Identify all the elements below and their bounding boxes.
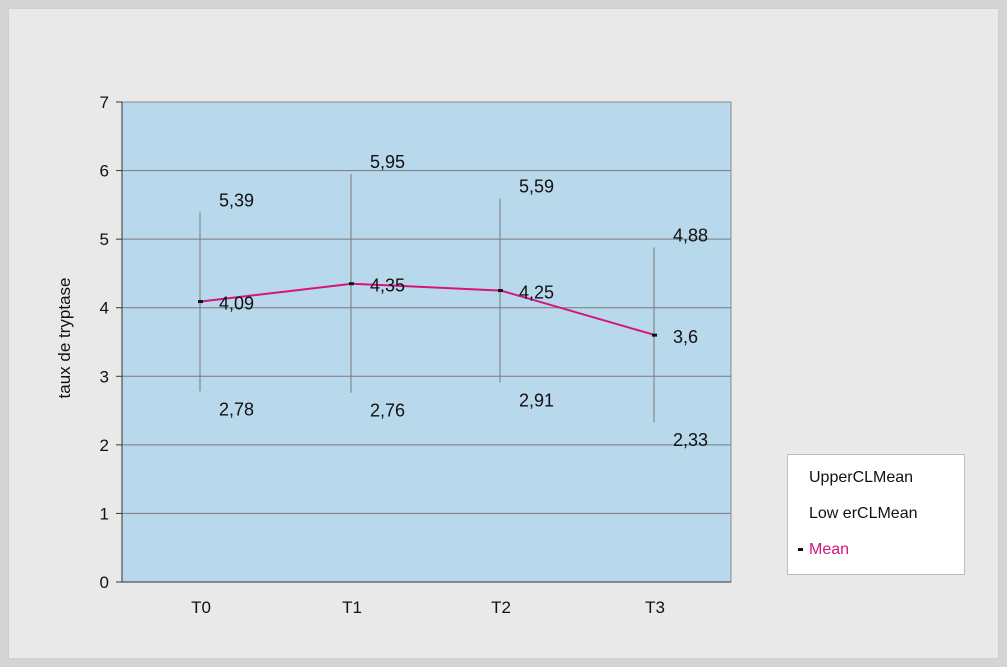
mean-marker — [349, 282, 354, 286]
y-axis-label: taux de tryptase — [55, 278, 74, 399]
mean-label: 4,09 — [219, 294, 254, 314]
legend-item-upper: UpperCLMean — [798, 469, 913, 487]
upper-cl-label: 5,59 — [519, 177, 554, 197]
y-tick-label: 6 — [100, 162, 109, 181]
legend-label-upper: UpperCLMean — [809, 469, 914, 486]
tick-labels: 0 1 2 3 4 5 6 7 T0 T1 T2 T3 — [100, 93, 665, 617]
legend-label-mean: Mean — [809, 541, 850, 558]
legend-item-mean: Mean — [798, 541, 849, 559]
legend-label-lower: Low erCLMean — [809, 505, 918, 522]
upper-cl-label: 5,95 — [370, 152, 405, 172]
legend-swatch-lower — [798, 512, 803, 515]
lower-cl-label: 2,78 — [219, 399, 254, 419]
mean-label: 4,25 — [519, 283, 554, 303]
y-tick-label: 0 — [100, 573, 109, 592]
lower-cl-label: 2,76 — [370, 401, 405, 421]
legend-swatch-mean — [798, 548, 803, 552]
mean-label: 3,6 — [673, 327, 698, 347]
y-tick-label: 3 — [100, 367, 109, 386]
y-tick-label: 5 — [100, 230, 109, 249]
lower-cl-label: 2,33 — [673, 430, 708, 450]
x-tick-label: T2 — [491, 598, 511, 617]
x-tick-label: T0 — [191, 598, 211, 617]
y-tick-label: 2 — [100, 436, 109, 455]
legend-swatch-upper — [798, 476, 803, 479]
axes — [121, 102, 731, 583]
mean-marker — [498, 289, 503, 293]
legend: UpperCLMean Low erCLMean Mean — [787, 454, 965, 575]
y-tick-label: 7 — [100, 93, 109, 112]
x-tick-label: T1 — [342, 598, 362, 617]
x-tick-label: T3 — [645, 598, 665, 617]
upper-cl-label: 4,88 — [673, 225, 708, 245]
lower-cl-label: 2,91 — [519, 390, 554, 410]
mean-label: 4,35 — [370, 276, 405, 296]
legend-item-lower: Low erCLMean — [798, 505, 918, 523]
upper-cl-label: 5,39 — [219, 190, 254, 210]
y-tick-label: 1 — [100, 504, 109, 523]
mean-marker — [652, 333, 657, 337]
mean-line — [200, 282, 656, 337]
plot-area — [121, 101, 732, 583]
y-tick-label: 4 — [100, 299, 109, 318]
mean-series — [198, 282, 657, 337]
gridlines — [116, 101, 731, 583]
mean-marker — [198, 300, 203, 304]
data-labels: 5,39 5,95 5,59 4,88 2,78 2,76 2,91 2,33 4,09 4,35… — [219, 152, 708, 450]
